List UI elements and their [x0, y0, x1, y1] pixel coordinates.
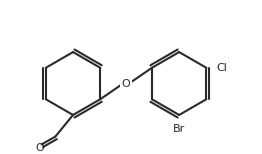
Text: O: O: [35, 143, 44, 153]
Text: Br: Br: [173, 124, 185, 134]
Text: O: O: [122, 79, 130, 89]
Text: Cl: Cl: [216, 63, 227, 73]
